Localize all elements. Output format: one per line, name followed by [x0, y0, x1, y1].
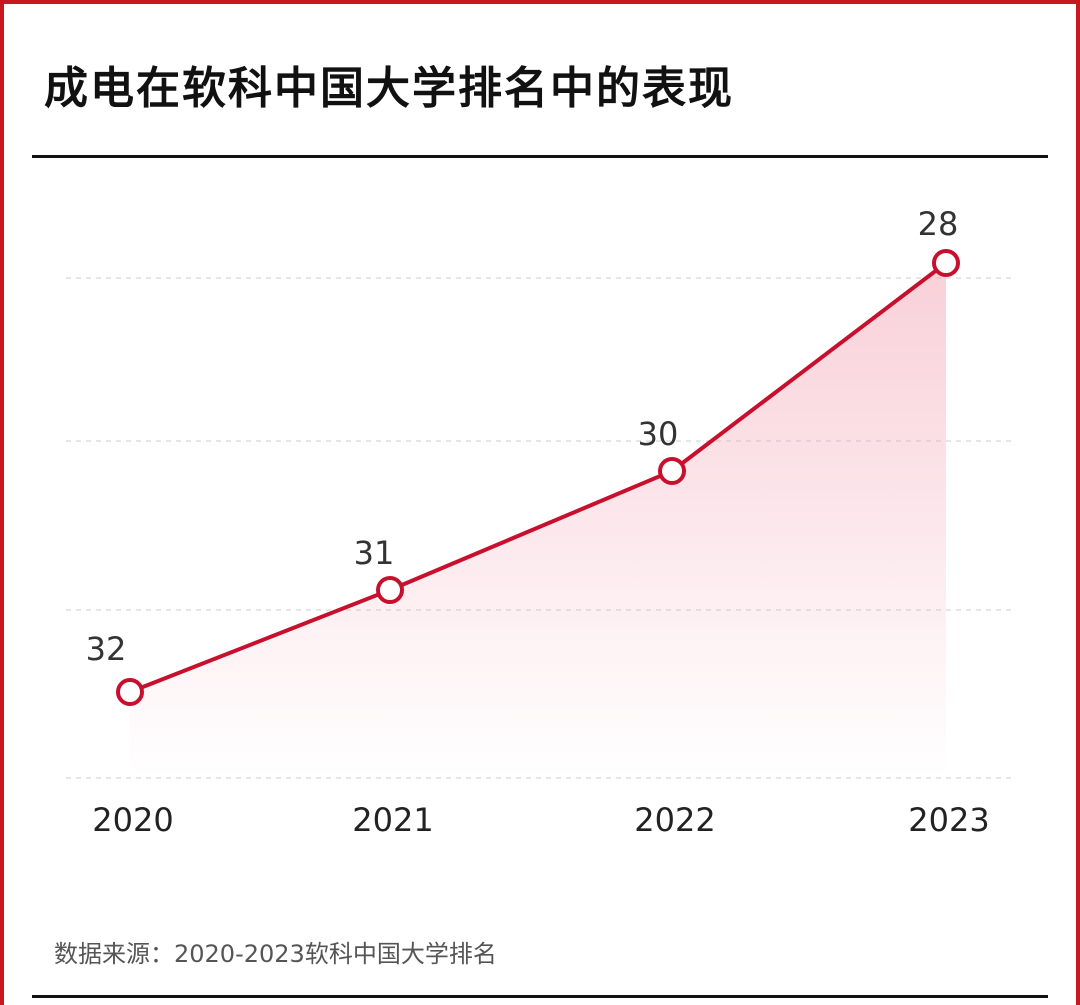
x-tick-2020: 2020: [92, 801, 173, 839]
title-divider: [32, 155, 1048, 158]
data-label-2022: 30: [638, 415, 679, 453]
series-line: [129, 261, 948, 694]
area-fill: [130, 263, 946, 778]
data-point-2020: [116, 678, 144, 706]
x-tick-2022: 2022: [634, 801, 715, 839]
data-label-2020: 32: [86, 630, 127, 668]
x-tick-2021: 2021: [352, 801, 433, 839]
data-point-2023: [932, 249, 960, 277]
page-title: 成电在软科中国大学排名中的表现: [44, 63, 734, 114]
data-source-note: 数据来源：2020-2023软科中国大学排名: [54, 940, 497, 968]
x-axis-ticks: 2020 2021 2022 2023: [92, 801, 989, 839]
data-points: [116, 249, 960, 706]
data-label-2023: 28: [918, 205, 959, 243]
x-tick-2023: 2023: [908, 801, 989, 839]
area-shape: [130, 263, 946, 778]
data-point-2022: [658, 457, 686, 485]
data-point-2021: [376, 576, 404, 604]
series-polyline: [129, 261, 948, 694]
bottom-divider: [32, 995, 1048, 998]
data-labels: 32 31 30 28: [86, 205, 959, 668]
data-label-2021: 31: [354, 534, 395, 572]
